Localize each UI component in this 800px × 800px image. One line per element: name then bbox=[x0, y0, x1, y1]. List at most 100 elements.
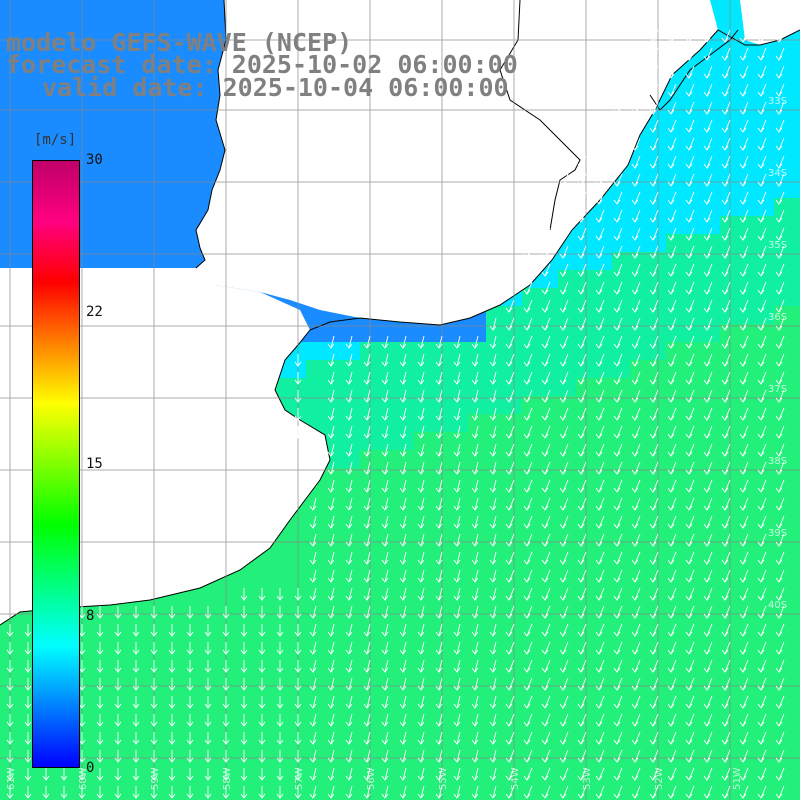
wind-arrow bbox=[132, 714, 140, 727]
wind-arrow bbox=[577, 605, 587, 619]
wind-arrow bbox=[559, 353, 569, 367]
field-cell bbox=[774, 594, 793, 613]
wind-arrow bbox=[721, 551, 731, 565]
field-cell bbox=[594, 630, 613, 649]
wind-arrow bbox=[363, 515, 371, 529]
wind-arrow bbox=[631, 497, 641, 511]
wind-arrow bbox=[505, 407, 515, 421]
field-cell bbox=[666, 720, 685, 739]
wind-arrow bbox=[559, 551, 569, 565]
wind-arrow bbox=[523, 461, 533, 475]
field-cell bbox=[486, 558, 505, 577]
field-cell bbox=[594, 738, 613, 757]
field-cell bbox=[108, 738, 127, 757]
field-cell bbox=[270, 774, 289, 793]
wind-arrow bbox=[739, 245, 749, 259]
field-cell bbox=[270, 756, 289, 775]
field-cell bbox=[396, 432, 415, 451]
field-cell bbox=[450, 378, 469, 397]
wind-arrow bbox=[276, 660, 284, 673]
wind-arrow bbox=[505, 443, 515, 457]
wind-arrow bbox=[523, 695, 533, 709]
field-cell bbox=[162, 612, 181, 631]
wind-arrow bbox=[453, 551, 461, 565]
wind-arrow bbox=[631, 461, 641, 475]
field-cell bbox=[612, 702, 631, 721]
field-cell bbox=[126, 90, 145, 109]
wind-arrow bbox=[453, 659, 461, 673]
field-cell bbox=[738, 738, 757, 757]
field-cell bbox=[90, 180, 109, 199]
field-cell bbox=[486, 756, 505, 775]
field-cell bbox=[792, 630, 800, 649]
field-cell bbox=[414, 558, 433, 577]
wind-arrow bbox=[595, 317, 605, 331]
wind-arrow bbox=[505, 371, 515, 385]
wind-arrow bbox=[649, 551, 659, 565]
wind-arrow bbox=[541, 731, 551, 745]
field-cell bbox=[162, 666, 181, 685]
field-cell bbox=[108, 180, 127, 199]
wind-arrow bbox=[757, 155, 767, 169]
wind-arrow bbox=[685, 371, 695, 385]
wind-arrow bbox=[327, 587, 335, 601]
field-cell bbox=[738, 342, 757, 361]
field-cell bbox=[684, 432, 703, 451]
field-cell bbox=[270, 792, 289, 800]
field-cell bbox=[234, 774, 253, 793]
wind-arrow bbox=[775, 785, 785, 799]
wind-arrow bbox=[757, 533, 767, 547]
wind-arrow bbox=[631, 407, 641, 421]
field-cell bbox=[522, 648, 541, 667]
field-cell bbox=[702, 702, 721, 721]
wind-arrow bbox=[435, 353, 443, 367]
wind-arrow bbox=[685, 353, 695, 367]
field-cell bbox=[90, 36, 109, 55]
wind-arrow bbox=[559, 623, 569, 637]
wind-arrow bbox=[739, 263, 749, 277]
field-cell bbox=[378, 468, 397, 487]
wind-arrow bbox=[363, 353, 371, 367]
field-cell bbox=[702, 450, 721, 469]
wind-arrow bbox=[649, 65, 659, 79]
field-cell bbox=[612, 432, 631, 451]
wind-arrow bbox=[721, 47, 731, 61]
field-cell bbox=[522, 414, 541, 433]
wind-arrow bbox=[703, 713, 713, 727]
wind-arrow bbox=[775, 83, 785, 97]
wind-arrow bbox=[631, 281, 641, 295]
wind-arrow bbox=[703, 371, 713, 385]
wind-arrow bbox=[721, 65, 731, 79]
field-cell bbox=[90, 720, 109, 739]
field-cell bbox=[756, 576, 775, 595]
wind-arrow bbox=[276, 714, 284, 727]
wind-arrow bbox=[417, 713, 425, 727]
wind-arrow bbox=[399, 749, 407, 763]
wind-arrow bbox=[703, 443, 713, 457]
wind-arrow bbox=[541, 443, 551, 457]
wind-arrow bbox=[685, 101, 695, 115]
field-cell bbox=[666, 486, 685, 505]
wind-arrow bbox=[132, 624, 140, 637]
field-cell bbox=[594, 648, 613, 667]
wind-arrow bbox=[631, 731, 641, 745]
wind-arrow bbox=[541, 389, 551, 403]
wind-arrow bbox=[435, 533, 443, 547]
wind-arrow bbox=[667, 83, 677, 97]
field-cell bbox=[774, 720, 793, 739]
wind-arrow bbox=[489, 677, 497, 691]
field-cell bbox=[378, 450, 397, 469]
field-cell bbox=[630, 792, 649, 800]
wind-arrow bbox=[435, 335, 443, 349]
field-cell bbox=[468, 378, 487, 397]
field-cell bbox=[414, 504, 433, 523]
wind-arrow bbox=[703, 425, 713, 439]
wind-arrow bbox=[667, 443, 677, 457]
field-cell bbox=[774, 144, 793, 163]
wind-arrow bbox=[363, 461, 371, 475]
wind-arrow bbox=[595, 515, 605, 529]
field-cell bbox=[756, 702, 775, 721]
field-cell bbox=[738, 450, 757, 469]
wind-arrow bbox=[276, 696, 284, 709]
